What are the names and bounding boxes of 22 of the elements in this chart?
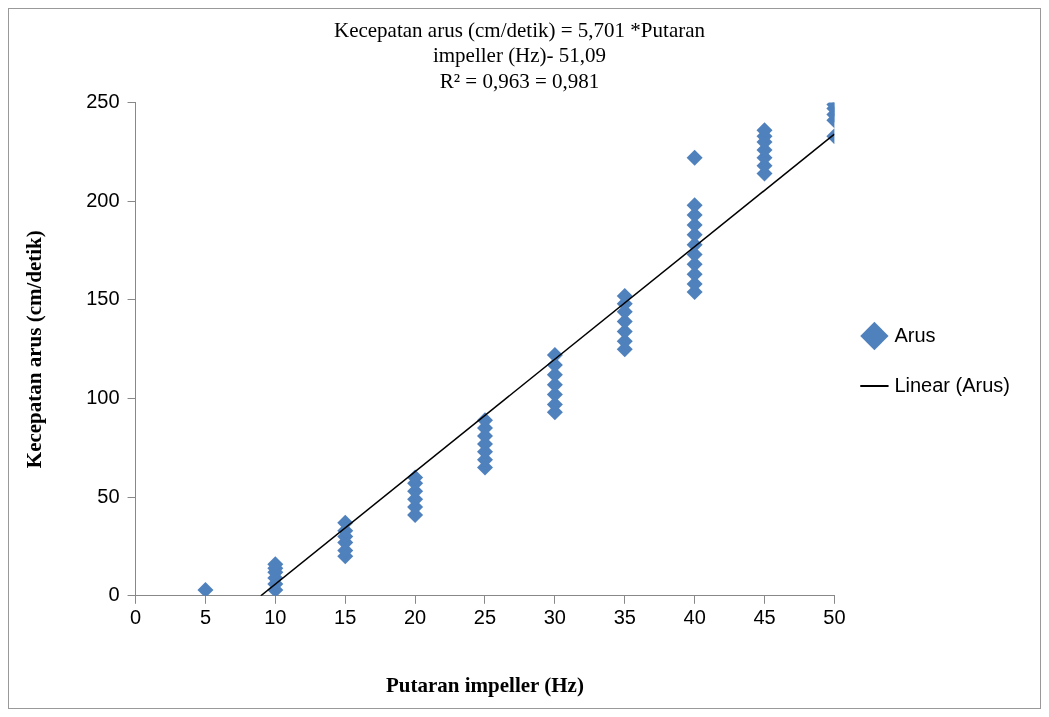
- x-tick-label: 20: [403, 606, 427, 629]
- x-tick-label: 15: [334, 606, 357, 629]
- x-tick-label: 40: [683, 606, 706, 629]
- chart-title: Kecepatan arus (cm/detik) = 5,701 *Putaran impeller (Hz)- 51,09 R² = 0,963 = 0,981: [333, 18, 706, 93]
- x-tick-label: 30: [543, 606, 566, 629]
- y-tick-label: 50: [97, 484, 120, 507]
- x-tick-label: 25: [473, 606, 497, 629]
- y-tick-label: 250: [86, 90, 120, 113]
- x-tick-label: 50: [823, 606, 846, 629]
- y-tick-label: 150: [86, 287, 120, 310]
- y-tick-label: 0: [108, 583, 120, 606]
- x-tick-label: 45: [753, 606, 776, 629]
- y-tick-label: 100: [86, 386, 120, 409]
- legend-label: Linear (Arus): [894, 373, 1011, 396]
- legend-label: Arus: [894, 323, 936, 346]
- x-tick-label: 5: [199, 606, 212, 629]
- y-tick-label: 200: [86, 188, 120, 211]
- x-tick-label: 35: [613, 606, 636, 629]
- x-tick-label: 0: [130, 606, 142, 629]
- x-tick-label: 10: [264, 606, 287, 629]
- x-axis-title: Putaran impeller (Hz): [386, 672, 584, 697]
- y-axis-title: Kecepatan arus (cm/detik): [22, 230, 47, 469]
